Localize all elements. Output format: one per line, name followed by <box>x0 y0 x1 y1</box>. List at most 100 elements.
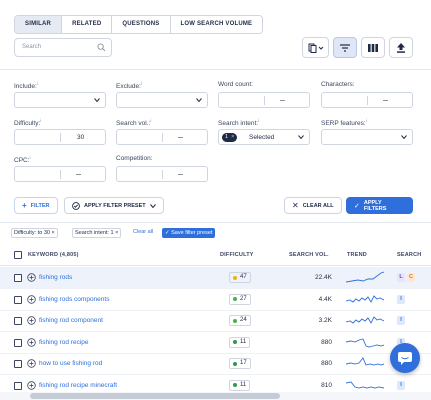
row-checkbox[interactable] <box>14 360 22 368</box>
row-checkbox[interactable] <box>14 295 22 304</box>
remove-icon[interactable]: × <box>231 134 235 140</box>
exclude-select[interactable] <box>116 92 208 108</box>
keyword-link[interactable]: fishing rod component <box>39 317 103 324</box>
close-icon: ✕ <box>292 201 299 210</box>
close-icon[interactable]: × <box>115 230 119 236</box>
scrollbar-thumb[interactable] <box>30 393 280 399</box>
difficulty-badge: 17 <box>229 358 251 369</box>
difficulty-badge: 11 <box>229 336 251 348</box>
include-select[interactable] <box>14 92 106 108</box>
search-volume-value: 4.4K <box>318 295 332 303</box>
keyword-link[interactable]: fishing rod recipe <box>39 338 89 346</box>
intent-badge: C <box>407 273 415 282</box>
tab-low-search-volume[interactable]: LOW SEARCH VOLUME <box>169 16 263 33</box>
cpc-range[interactable] <box>14 166 106 182</box>
divider <box>0 69 431 70</box>
word-count-label: Word count: <box>218 81 253 88</box>
keyword-link[interactable]: fishing rods components <box>39 295 110 303</box>
apply-filter-preset-button[interactable]: APPLY FILTER PRESET <box>64 197 164 214</box>
search-icon <box>97 43 106 52</box>
competition-range[interactable] <box>116 166 208 182</box>
chat-button[interactable] <box>390 343 420 373</box>
table-row: fishing rod recipe 11 880 I <box>0 332 431 354</box>
apply-filters-label: APPLY FILTERS <box>363 199 387 212</box>
copy-dropdown-button[interactable] <box>302 37 329 58</box>
clear-all-button[interactable]: ✕ CLEAR ALL <box>284 197 342 214</box>
filter-toggle-button[interactable] <box>333 37 357 58</box>
trend-sparkline <box>346 381 384 388</box>
difficulty-value: 24 <box>240 317 247 323</box>
keyword-link[interactable]: how to use fishing rod <box>39 360 103 367</box>
search-intent-column-header[interactable]: SEARCH <box>397 252 422 258</box>
search-volume-value: 810 <box>321 381 332 389</box>
save-filter-preset-button[interactable]: ✓ Save filter preset <box>162 228 216 238</box>
serp-features-select[interactable] <box>321 129 413 145</box>
tab-bar: SIMILAR RELATED QUESTIONS LOW SEARCH VOL… <box>14 15 264 34</box>
row-checkbox[interactable] <box>14 274 22 282</box>
difficulty-badge: 47 <box>229 272 251 283</box>
plus-icon: + <box>22 201 27 210</box>
search-intent-label: Search intent:i <box>218 118 260 128</box>
select-all-checkbox[interactable] <box>14 251 22 259</box>
upload-icon <box>397 42 405 53</box>
row-checkbox[interactable] <box>14 317 22 325</box>
difficulty-value: 11 <box>240 381 247 388</box>
add-keyword-icon[interactable] <box>27 380 36 390</box>
chevron-down-icon <box>94 98 100 103</box>
keyword-link[interactable]: fishing rod recipe minecraft <box>39 381 118 389</box>
add-keyword-icon[interactable] <box>27 337 36 347</box>
search-input[interactable]: Search <box>14 38 112 57</box>
search-volume-value: 22.4K <box>315 274 332 281</box>
competition-label: Competition: <box>116 155 153 162</box>
filter-button[interactable]: + FILTER <box>14 197 58 214</box>
row-checkbox[interactable] <box>14 381 22 390</box>
tab-similar[interactable]: SIMILAR <box>15 16 62 33</box>
word-count-range[interactable] <box>218 92 310 108</box>
keyword-column-header[interactable]: KEYWORD (4,805) <box>28 252 79 258</box>
exclude-label: Exclude:i <box>116 81 142 91</box>
search-volume-value: 880 <box>321 360 332 367</box>
search-vol-range[interactable] <box>116 129 208 145</box>
add-keyword-icon[interactable] <box>27 359 36 368</box>
table-row: fishing rods components 27 4.4K I <box>0 289 431 311</box>
table-row: how to use fishing rod17880I <box>0 353 431 375</box>
add-keyword-icon[interactable] <box>27 316 36 325</box>
close-icon[interactable]: × <box>51 230 55 236</box>
columns-button[interactable] <box>361 37 385 58</box>
difficulty-column-header[interactable]: DIFFICULTY <box>220 252 254 258</box>
search-volume-value: 3.2K <box>318 317 332 324</box>
row-checkbox[interactable] <box>14 338 22 347</box>
difficulty-range[interactable]: 30 <box>14 129 106 145</box>
add-keyword-icon[interactable] <box>27 273 36 282</box>
characters-label: Characters: <box>321 81 355 88</box>
keyword-link[interactable]: fishing rods <box>39 274 73 281</box>
clear-all-link[interactable]: Clear all <box>133 229 154 235</box>
intent-badge: L <box>397 273 405 282</box>
tab-questions[interactable]: QUESTIONS <box>111 16 170 33</box>
search-intent-select[interactable]: 1 × Selected <box>218 129 310 145</box>
save-preset-label: Save filter preset <box>171 230 213 236</box>
active-filter-tag[interactable]: Search intent: 1 × <box>72 228 122 238</box>
clear-all-label: CLEAR ALL <box>302 202 334 209</box>
difficulty-value: 27 <box>240 295 247 302</box>
search-vol-label: Search vol.:i <box>116 118 152 128</box>
apply-preset-label: APPLY FILTER PRESET <box>84 202 146 209</box>
difficulty-dot-icon <box>233 318 237 323</box>
add-keyword-icon[interactable] <box>27 294 36 304</box>
intent-badge: I <box>397 380 405 390</box>
tab-related[interactable]: RELATED <box>61 16 112 33</box>
apply-filters-button[interactable]: ✓ APPLY FILTERS <box>346 197 413 214</box>
range-dash <box>383 100 388 101</box>
search-vol-column-header[interactable]: SEARCH VOL. <box>289 252 329 258</box>
difficulty-dot-icon <box>233 297 237 301</box>
trend-column-header[interactable]: TREND <box>347 252 367 258</box>
active-filter-tag[interactable]: Difficulty: to 30 × <box>11 228 58 238</box>
range-separator <box>162 170 163 179</box>
difficulty-badge: 24 <box>229 315 251 326</box>
chevron-down-icon <box>196 98 202 103</box>
selected-count-chip[interactable]: 1 × <box>222 133 238 142</box>
export-button[interactable] <box>389 37 413 58</box>
characters-range[interactable] <box>321 92 413 108</box>
difficulty-dot-icon <box>233 361 237 366</box>
divider <box>0 222 431 223</box>
